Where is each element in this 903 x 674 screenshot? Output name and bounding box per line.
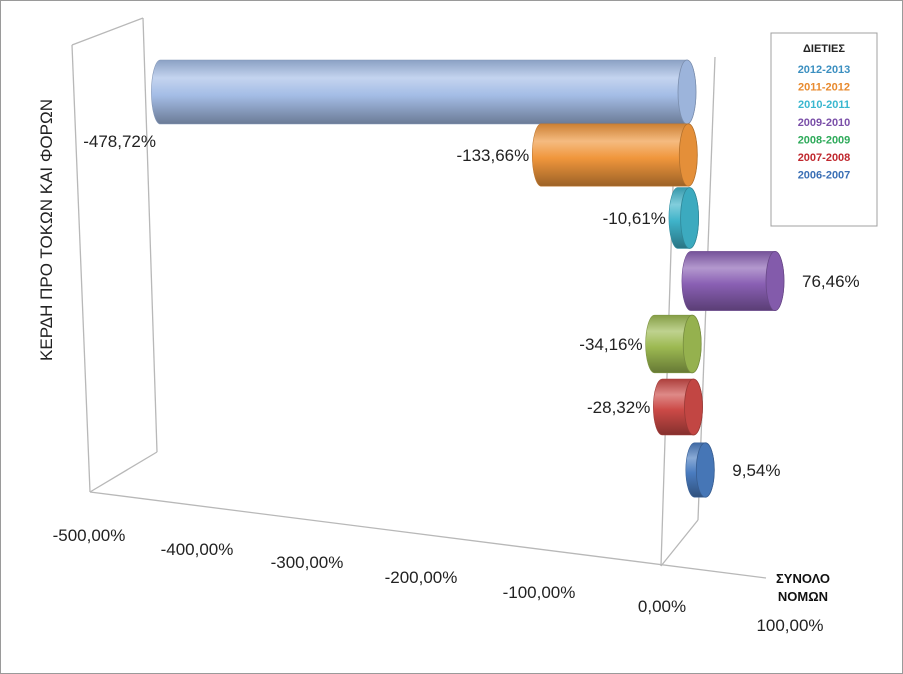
- legend-item-2009-2010: 2009-2010: [798, 117, 851, 129]
- category-label: ΣΥΝΟΛΟ ΝΟΜΩΝ: [776, 571, 830, 604]
- x-tick-label: -200,00%: [385, 568, 458, 587]
- data-label-2011-2012: -133,66%: [456, 146, 529, 165]
- legend-item-2010-2011: 2010-2011: [798, 99, 850, 111]
- x-tick-labels: -500,00% -400,00% -300,00% -200,00% -100,00%…: [53, 526, 824, 635]
- bar-2006-2007: [685, 442, 715, 498]
- x-tick-label: -300,00%: [271, 553, 344, 572]
- data-labels: -478,72% -133,66% -10,61% 76,46% -34,16% -28,…: [83, 132, 859, 480]
- legend-item-2011-2012: 2011-2012: [798, 82, 850, 94]
- y-axis-label: ΚΕΡΔΗ ΠΡΟ ΤΟΚΩΝ ΚΑΙ ΦΟΡΩΝ: [37, 99, 56, 361]
- x-tick-label: 0,00%: [638, 597, 686, 616]
- x-tick-label: 100,00%: [756, 616, 823, 635]
- legend-title: ΔΙΕΤΙΕΣ: [803, 43, 845, 55]
- bar-cap-2011-2012: [678, 123, 698, 187]
- data-label-2007-2008: -28,32%: [587, 398, 650, 417]
- bar-2008-2009: [645, 314, 702, 374]
- legend-item-2006-2007: 2006-2007: [798, 170, 851, 182]
- legend-item-2007-2008: 2007-2008: [798, 152, 851, 164]
- bar-cap-2010-2011: [680, 187, 699, 249]
- legend: ΔΙΕΤΙΕΣ 2012-2013 2011-2012 2010-2011 2009-…: [770, 32, 878, 227]
- bar-2011-2012: [531, 123, 698, 187]
- bars: [151, 59, 785, 498]
- bar-body-2011-2012: [531, 123, 698, 187]
- bar-cap-2012-2013: [677, 59, 697, 125]
- bar-2012-2013: [151, 59, 697, 125]
- data-label-2009-2010: 76,46%: [802, 272, 860, 291]
- x-tick-label: -400,00%: [161, 540, 234, 559]
- bar-cap-2006-2007: [695, 442, 715, 498]
- bar-cap-2009-2010: [765, 250, 785, 311]
- bar-cap-2007-2008: [684, 378, 703, 436]
- x-tick-label: -500,00%: [53, 526, 126, 545]
- x-tick-label: -100,00%: [503, 583, 576, 602]
- data-label-2008-2009: -34,16%: [579, 335, 642, 354]
- bar-2009-2010: [681, 250, 785, 311]
- bar-2007-2008: [653, 378, 703, 436]
- data-label-2010-2011: -10,61%: [603, 209, 666, 228]
- data-label-2012-2013: -478,72%: [83, 132, 156, 151]
- bar-2010-2011: [668, 187, 699, 249]
- data-label-2006-2007: 9,54%: [732, 461, 780, 480]
- legend-item-2012-2013: 2012-2013: [798, 64, 851, 76]
- category-label-line: ΣΥΝΟΛΟ: [776, 571, 830, 586]
- bar-body-2012-2013: [151, 59, 697, 125]
- category-label-line: ΝΟΜΩΝ: [778, 589, 828, 604]
- bar-cap-2008-2009: [682, 314, 702, 374]
- legend-item-2008-2009: 2008-2009: [798, 134, 851, 146]
